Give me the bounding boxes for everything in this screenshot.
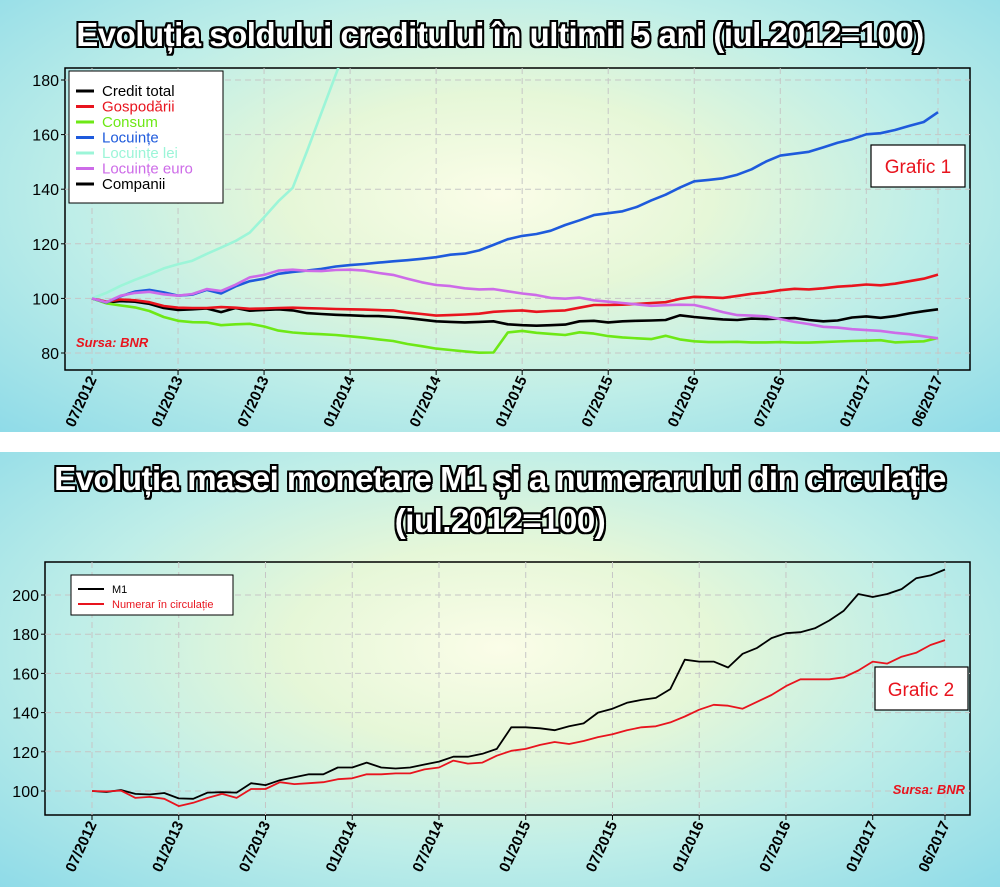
series-line-credit-total (91, 297, 939, 328)
x-tick-label: 07/2015 (579, 374, 617, 430)
money-supply-chart-panel: Evoluția masei monetare M1 și a numeraru… (0, 452, 1000, 887)
credit-line-chart: 80 100 120 140 160 180 07/2012 01/2013 07/2013 0… (32, 67, 971, 430)
x-tick-label: 01/2014 (323, 818, 362, 875)
legend-box (68, 70, 224, 204)
series-line-consum (91, 297, 939, 355)
x-tick-label: 01/2015 (492, 374, 530, 430)
credit-chart-panel: Evoluția soldului creditului în ultimii … (0, 0, 1000, 432)
y-tick-label: 120 (32, 237, 59, 254)
y-tick-label: 120 (12, 745, 39, 762)
legend-label-locuinte-euro: Locuințe euro (102, 161, 193, 178)
y-tick-label: 180 (32, 73, 59, 90)
x-tick-label: 07/2013 (236, 819, 274, 875)
x-tick-label: 01/2017 (837, 374, 875, 430)
money-supply-line-chart: 100 120 140 160 180 200 07/2012 01/2013 07/2013… (12, 561, 971, 875)
y-tick-label: 180 (12, 627, 39, 644)
series-line-locuinte (91, 111, 939, 304)
x-tick-label: 07/2014 (406, 373, 445, 430)
x-tick-label: 01/2017 (843, 819, 881, 875)
legend-label-credit-total: Credit total (102, 83, 175, 100)
x-tick-label: 01/2014 (320, 373, 359, 430)
x-tick-label: 06/2017 (915, 819, 953, 875)
legend: Credit totalGospodăriiConsumLocuințeLocu… (68, 70, 224, 204)
chart-label: Grafic 2 (888, 680, 955, 701)
legend-label-m1: M1 (112, 584, 127, 596)
x-tick-label: 07/2015 (583, 819, 621, 875)
y-tick-label: 200 (12, 588, 39, 605)
y-tick-label: 160 (32, 128, 59, 145)
legend-label-companii: Companii (102, 176, 165, 193)
chart-2-title-line-1: Evoluția masei monetare M1 și a numeraru… (53, 459, 947, 498)
legend-label-consum: Consum (102, 114, 158, 131)
y-tick-label: 140 (12, 706, 39, 723)
legend-label-locuinte: Locuințe (102, 130, 159, 147)
plot-frame (44, 561, 971, 816)
x-tick-label: 01/2016 (670, 819, 708, 875)
legend-label-numerar-in-circulatie: Numerar în circulație (112, 599, 213, 611)
x-tick-label: 07/2012 (62, 819, 100, 875)
x-tick-label: 01/2013 (148, 374, 186, 430)
legend-label-locuinte-lei: Locuințe lei (102, 145, 178, 162)
x-tick-label: 07/2014 (409, 818, 448, 875)
chart-label: Grafic 1 (885, 157, 952, 178)
y-tick-label: 100 (32, 291, 59, 308)
x-tick-label: 01/2016 (665, 374, 703, 430)
series-line-locuinte-euro (91, 268, 939, 340)
chart-label-box (870, 144, 966, 188)
series-line-gospodarii (91, 273, 939, 317)
x-tick-label: 01/2015 (496, 819, 534, 875)
legend-label-gospodarii: Gospodării (102, 99, 175, 116)
x-tick-label: 06/2017 (908, 374, 946, 430)
plot-frame (64, 67, 971, 371)
series-line-numerar-in-circulatie (91, 639, 946, 808)
y-tick-label: 80 (41, 346, 59, 363)
series-line-locuinte-lei (91, 68, 340, 300)
series-line-m1 (91, 568, 946, 800)
chart-1-title: Evoluția soldului creditului în ultimii … (75, 15, 925, 54)
chart-label-box (874, 666, 969, 711)
y-tick-label: 100 (12, 784, 39, 801)
x-tick-label: 07/2016 (756, 819, 794, 875)
legend: M1 Numerar în circulație (70, 574, 234, 616)
x-tick-label: 07/2013 (234, 374, 272, 430)
y-tick-label: 160 (12, 666, 39, 683)
chart-2-title-line-2: (iul.2012=100) (394, 501, 607, 540)
legend-box (70, 574, 234, 616)
source-note: Sursa: BNR (893, 782, 966, 797)
source-note: Sursa: BNR (76, 335, 149, 350)
x-tick-label: 07/2016 (751, 374, 789, 430)
y-tick-label: 140 (32, 182, 59, 199)
x-tick-label: 01/2013 (149, 819, 187, 875)
x-tick-label: 07/2012 (62, 374, 100, 430)
